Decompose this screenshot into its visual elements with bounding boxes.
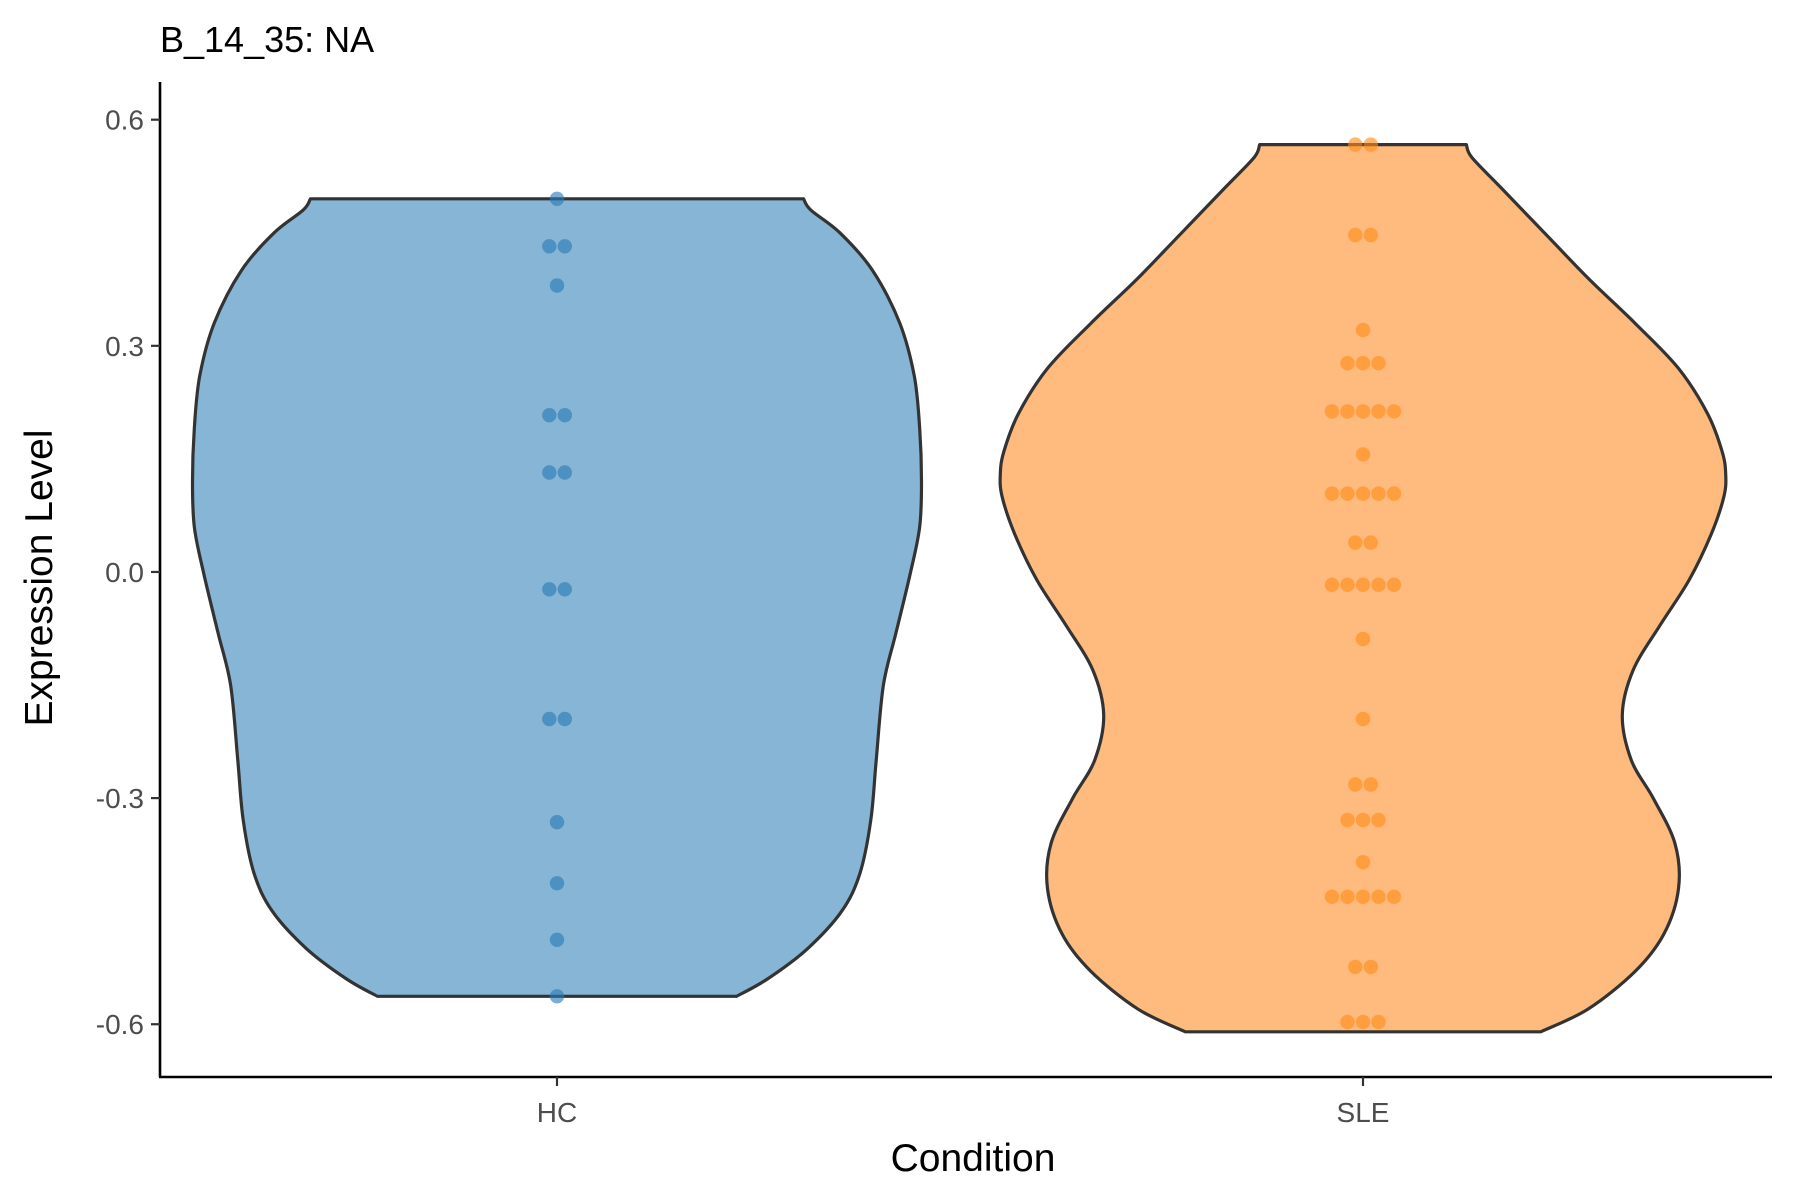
y-axis-ticks: 0.6 0.3 0.0 -0.3 -0.6 bbox=[96, 105, 160, 1040]
data-point-sle bbox=[1363, 137, 1379, 152]
data-point-hc bbox=[549, 815, 565, 830]
data-point-sle bbox=[1340, 889, 1355, 904]
data-point-sle bbox=[1348, 777, 1363, 792]
violin-hc bbox=[190, 197, 924, 998]
y-tick-label: 0.6 bbox=[105, 105, 144, 136]
data-point-sle bbox=[1340, 1014, 1355, 1030]
data-point-sle bbox=[1324, 486, 1340, 501]
data-point-hc bbox=[542, 582, 557, 597]
data-point-hc bbox=[557, 582, 572, 597]
data-point-sle bbox=[1355, 711, 1371, 727]
x-tick-label: HC bbox=[537, 1097, 577, 1128]
data-point-sle bbox=[1386, 577, 1402, 592]
data-point-sle bbox=[1371, 356, 1386, 371]
data-point-hc bbox=[542, 465, 557, 480]
data-point-sle bbox=[1386, 486, 1402, 501]
violin-layer bbox=[190, 143, 1728, 1034]
y-tick-label: 0.3 bbox=[105, 331, 144, 362]
data-point-sle bbox=[1355, 577, 1371, 592]
data-point-sle bbox=[1340, 812, 1355, 828]
data-point-hc bbox=[549, 278, 565, 293]
data-point-sle bbox=[1348, 535, 1363, 550]
data-point-hc bbox=[549, 876, 565, 891]
data-point-hc bbox=[542, 408, 557, 423]
data-point-sle bbox=[1371, 577, 1386, 592]
data-point-hc bbox=[557, 711, 572, 727]
data-point-sle bbox=[1355, 356, 1371, 371]
data-point-hc bbox=[557, 465, 572, 480]
data-point-sle bbox=[1355, 1014, 1371, 1030]
data-point-sle bbox=[1355, 855, 1371, 870]
data-point-sle bbox=[1355, 322, 1371, 338]
data-point-sle bbox=[1340, 577, 1355, 592]
data-point-sle bbox=[1340, 404, 1355, 419]
data-point-hc bbox=[542, 711, 557, 727]
data-point-sle bbox=[1371, 404, 1386, 419]
x-axis-ticks: HC SLE bbox=[537, 1077, 1390, 1128]
data-point-hc bbox=[549, 191, 565, 206]
data-point-sle bbox=[1348, 137, 1363, 152]
data-point-hc bbox=[549, 989, 565, 1004]
data-point-sle bbox=[1324, 577, 1340, 592]
data-point-sle bbox=[1363, 959, 1379, 975]
data-point-sle bbox=[1355, 889, 1371, 904]
data-point-sle bbox=[1371, 1014, 1386, 1030]
data-point-sle bbox=[1363, 535, 1379, 550]
data-point-sle bbox=[1348, 959, 1363, 975]
data-point-sle bbox=[1340, 486, 1355, 501]
data-point-sle bbox=[1355, 631, 1371, 647]
x-tick-label: SLE bbox=[1337, 1097, 1390, 1128]
y-tick-label: -0.3 bbox=[96, 783, 144, 814]
data-point-hc bbox=[557, 239, 572, 254]
data-point-sle bbox=[1324, 889, 1340, 904]
data-point-sle bbox=[1355, 447, 1371, 462]
data-point-hc bbox=[542, 239, 557, 254]
data-point-sle bbox=[1386, 404, 1402, 419]
x-axis-title: Condition bbox=[891, 1137, 1056, 1180]
chart-title: B_14_35: NA bbox=[160, 19, 374, 60]
data-point-sle bbox=[1324, 404, 1340, 419]
data-point-sle bbox=[1355, 812, 1371, 828]
data-point-sle bbox=[1363, 227, 1379, 243]
data-point-sle bbox=[1386, 889, 1402, 904]
data-point-sle bbox=[1371, 889, 1386, 904]
data-point-sle bbox=[1340, 356, 1355, 371]
data-point-hc bbox=[557, 408, 572, 423]
data-point-sle bbox=[1371, 486, 1386, 501]
point-layer bbox=[542, 137, 1402, 1030]
data-point-sle bbox=[1363, 777, 1379, 792]
y-tick-label: 0.0 bbox=[105, 557, 144, 588]
y-axis-title: Expression Level bbox=[18, 430, 61, 727]
data-point-sle bbox=[1355, 486, 1371, 501]
y-tick-label: -0.6 bbox=[96, 1009, 144, 1040]
data-point-sle bbox=[1355, 404, 1371, 419]
data-point-sle bbox=[1371, 812, 1386, 828]
data-point-hc bbox=[549, 932, 565, 947]
data-point-sle bbox=[1348, 227, 1363, 243]
